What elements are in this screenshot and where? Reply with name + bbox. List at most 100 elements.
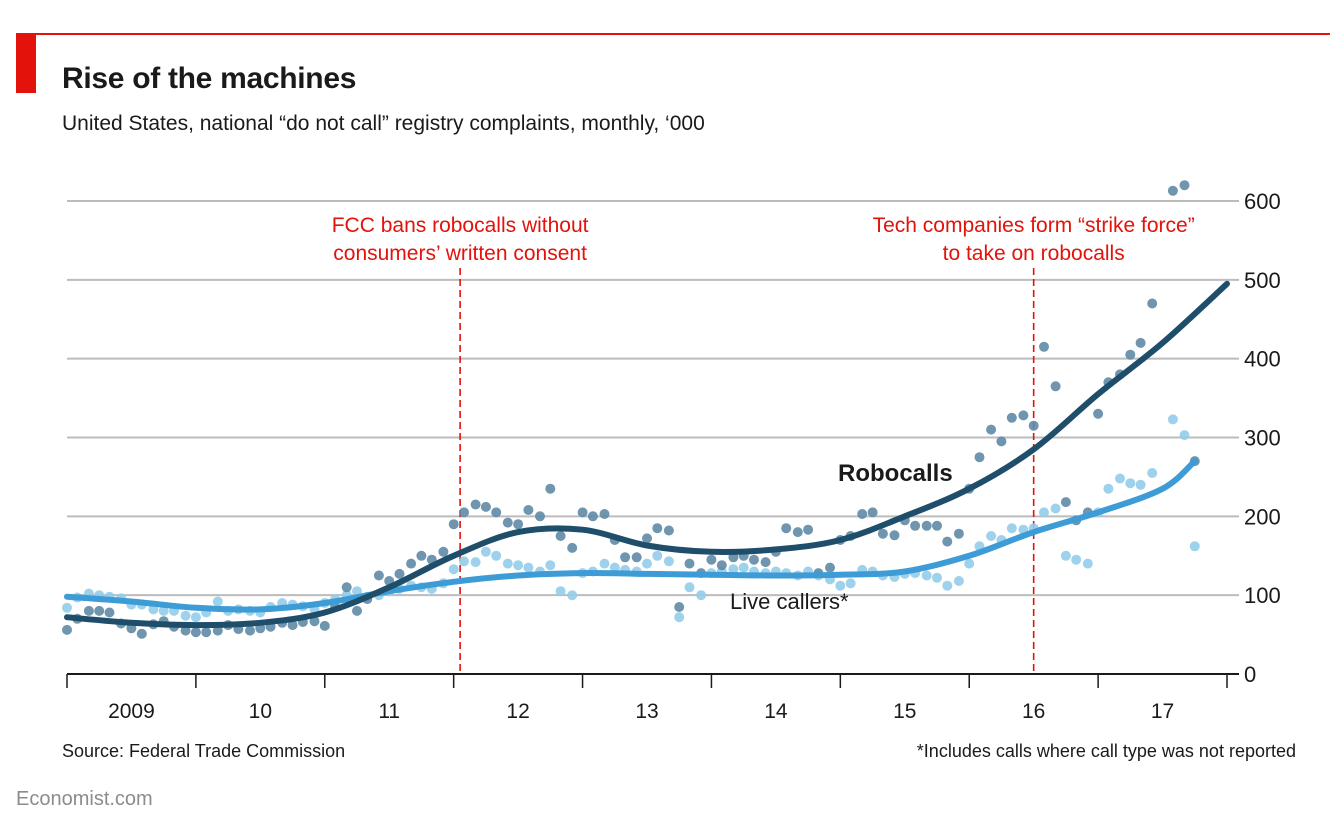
live-callers-point (567, 590, 578, 601)
robocalls-point (942, 536, 953, 547)
robocalls-point (857, 509, 868, 519)
robocalls-point (877, 528, 888, 539)
x-tick-label: 15 (893, 700, 916, 723)
x-tick-label: 12 (506, 700, 529, 723)
robocalls-point (94, 605, 105, 616)
live-callers-point (942, 580, 953, 591)
x-tick-label: 16 (1022, 700, 1045, 723)
robocalls-point (889, 530, 900, 541)
robocalls-point (1147, 298, 1158, 309)
robocalls-point (1093, 408, 1104, 419)
live-callers-point (835, 580, 846, 591)
red-tag (16, 33, 36, 93)
live-callers-point (545, 560, 556, 571)
robocalls-point (341, 582, 352, 593)
robocalls-point (201, 627, 212, 638)
robocalls-point (1050, 381, 1061, 392)
live-callers-point (190, 612, 201, 623)
robocalls-point (684, 558, 695, 569)
robocalls-line (64, 280, 1230, 629)
robocalls-point (470, 499, 481, 510)
live-callers-point (964, 558, 975, 569)
robocalls-point (406, 558, 417, 569)
robocalls-point (587, 511, 598, 522)
live-callers-point (1006, 523, 1017, 534)
live-callers-point (1147, 468, 1158, 478)
brand-logo: Economist.com (16, 788, 153, 810)
live-callers-point (523, 562, 534, 573)
live-callers-point (502, 558, 513, 569)
robocalls-point (663, 525, 674, 536)
live-callers-point (1135, 479, 1146, 490)
annotation-text: consumers’ written consent (333, 242, 587, 265)
x-tick-label: 2009 (108, 700, 155, 723)
robocalls-point (448, 519, 459, 530)
robocalls-point (523, 505, 534, 515)
live-callers-point (696, 590, 707, 601)
robocalls-point (1125, 349, 1136, 360)
live-callers-label: Live callers* (730, 589, 849, 614)
robocalls-point (631, 552, 642, 563)
annotation-text: FCC bans robocalls without (332, 214, 589, 237)
y-tick-label: 100 (1244, 583, 1281, 608)
annotation-layer: FCC bans robocalls without consumers’ wri… (332, 214, 1195, 674)
footnote: *Includes calls where call type was not … (916, 741, 1296, 761)
live-callers-point (352, 586, 362, 597)
robocalls-point (652, 523, 663, 534)
live-callers-point (684, 582, 695, 593)
live-callers-point (1167, 414, 1178, 425)
chart-title: Rise of the machines (62, 62, 357, 95)
robocalls-point (932, 520, 942, 531)
x-tick-label: 14 (764, 700, 788, 723)
robocalls-point (502, 517, 513, 528)
live-callers-point (212, 596, 223, 607)
live-callers-point (652, 550, 663, 561)
live-callers-point (62, 602, 72, 613)
robocalls-point (953, 528, 964, 539)
live-callers-point (728, 564, 739, 575)
robocalls-point (567, 542, 578, 553)
live-callers-point (448, 564, 459, 575)
robocalls-point (83, 605, 94, 616)
live-callers-point (1115, 473, 1125, 484)
robocalls-point (1167, 185, 1178, 196)
robocalls-point (309, 616, 320, 627)
robocalls-point (373, 570, 384, 581)
live-callers-point (1050, 503, 1061, 514)
x-axis: 2009 10 11 12 13 14 15 16 17 (66, 673, 1239, 723)
robocalls-point (535, 511, 545, 522)
robocalls-point (545, 483, 556, 494)
robocalls-point (599, 509, 610, 519)
live-callers-point (599, 558, 610, 569)
lines-layer (64, 280, 1230, 629)
robocalls-label: Robocalls (838, 460, 953, 487)
robocalls-point (1135, 337, 1146, 348)
live-callers-point (1125, 478, 1136, 489)
live-callers-point (1060, 550, 1071, 561)
robocalls-point (749, 554, 759, 565)
x-tick-label: 13 (635, 700, 658, 723)
robocalls-point (62, 624, 72, 635)
live-callers-point (1103, 483, 1114, 494)
robocalls-point (867, 507, 878, 518)
y-tick-label: 400 (1244, 347, 1281, 372)
robocalls-point (674, 602, 685, 612)
live-callers-point (663, 556, 674, 567)
robocalls-point (1006, 412, 1017, 423)
robocalls-point (459, 507, 469, 518)
robocalls-point (438, 546, 449, 557)
robocalls-point (620, 552, 631, 563)
live-callers-point (1071, 554, 1082, 565)
x-tick-label: 17 (1151, 700, 1174, 723)
live-callers-point (1082, 558, 1093, 569)
live-callers-point (555, 586, 566, 597)
robocalls-point (491, 507, 502, 518)
top-red-rule (16, 33, 1330, 35)
robocalls-point (513, 519, 524, 530)
live-callers-point (1179, 430, 1190, 441)
live-callers-point (513, 560, 524, 571)
robocalls-point (319, 620, 330, 631)
x-tick-label: 10 (249, 700, 272, 723)
robocalls-point (706, 554, 717, 565)
robocalls-point (352, 605, 362, 616)
